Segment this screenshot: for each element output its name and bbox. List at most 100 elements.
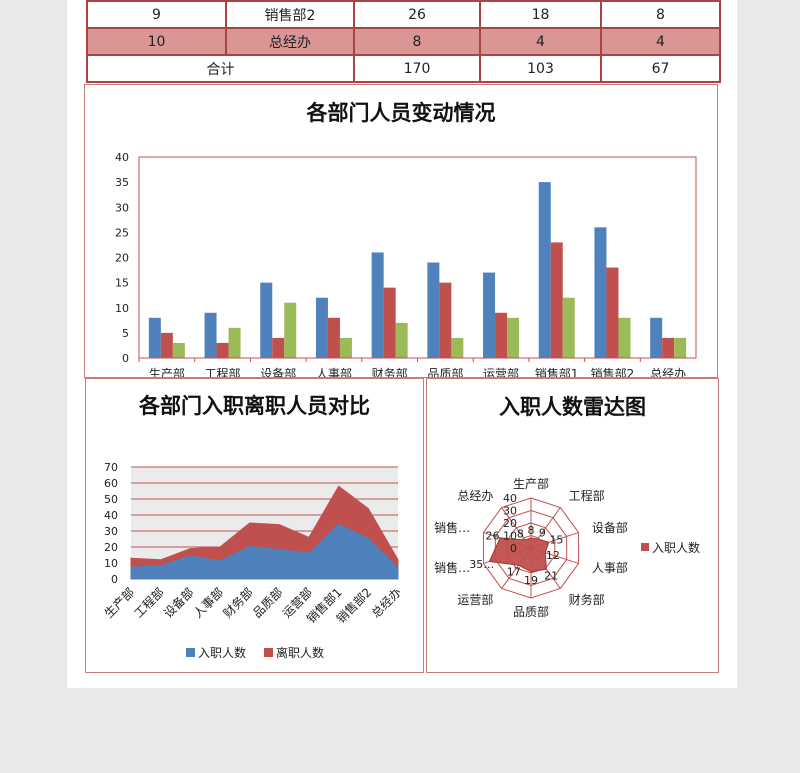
bar-chart[interactable]: 各部门人员变动情况 0 5 10 15 20 25 30 35 40 生产部 工程部 设备部 人事部 财务… xyxy=(84,84,718,378)
legend-label: 入职人数 xyxy=(198,645,246,660)
x-tick-label: 人事部 xyxy=(190,585,226,621)
data-label: 9 xyxy=(539,526,546,539)
data-label: 8 xyxy=(528,524,535,537)
x-tick-label: 品质部 xyxy=(427,366,463,377)
x-tick-label: 设备部 xyxy=(160,585,196,621)
table-row: 10 总经办 8 4 4 xyxy=(86,27,721,56)
x-tick-label: 设备部 xyxy=(260,366,296,377)
y-tick-label: 0 xyxy=(122,352,129,365)
data-label: 12 xyxy=(546,549,560,562)
category-label: 生产部 xyxy=(513,476,549,491)
area-chart-title: 各部门入职离职人员对比 xyxy=(139,394,370,418)
bar xyxy=(427,262,440,358)
bar xyxy=(160,332,173,358)
x-tick-label: 总经办 xyxy=(368,585,404,621)
total-label[interactable]: 合计 xyxy=(86,54,355,83)
bar xyxy=(538,182,551,358)
bar xyxy=(439,282,452,358)
bar xyxy=(272,337,285,358)
category-label: 销售… xyxy=(434,520,470,535)
bar xyxy=(395,322,408,358)
table-cell[interactable]: 8 xyxy=(600,0,721,29)
bar xyxy=(507,317,520,358)
legend-swatch xyxy=(641,543,649,551)
y-tick-label: 35 xyxy=(115,176,129,189)
radar-chart[interactable]: 入职人数雷达图 0 10 20 30 40 8 9 15 12 21 19 17 35… 26 8 生产部 工程… xyxy=(426,378,719,673)
bar xyxy=(451,337,464,358)
y-tick-label: 25 xyxy=(115,226,129,239)
bar xyxy=(148,317,161,358)
y-tick-label: 30 xyxy=(104,525,118,538)
radial-tick-label: 20 xyxy=(503,517,517,530)
x-tick-label: 人事部 xyxy=(316,366,352,377)
table-cell[interactable]: 销售部2 xyxy=(225,0,355,29)
bar xyxy=(383,287,396,358)
bar xyxy=(674,337,687,358)
radial-tick-label: 40 xyxy=(503,492,517,505)
table-cell[interactable]: 4 xyxy=(600,27,721,56)
x-tick-label: 财务部 xyxy=(372,366,408,377)
table-row: 9 销售部2 26 18 8 xyxy=(86,0,721,29)
table-cell[interactable]: 103 xyxy=(479,54,602,83)
category-label: 工程部 xyxy=(569,488,605,503)
bar xyxy=(495,312,508,358)
legend-swatch xyxy=(264,648,273,657)
bar xyxy=(483,272,496,358)
table-cell[interactable]: 10 xyxy=(86,27,227,56)
y-tick-label: 15 xyxy=(115,277,129,290)
bar xyxy=(327,317,340,358)
bar xyxy=(662,337,675,358)
total-row: 合计 170 103 67 xyxy=(86,54,721,83)
x-tick-label: 工程部 xyxy=(205,366,241,377)
x-tick-label: 生产部 xyxy=(149,366,185,377)
table-cell[interactable]: 8 xyxy=(353,27,481,56)
table-cell[interactable]: 4 xyxy=(479,27,602,56)
x-tick-label: 销售部1 xyxy=(535,366,579,377)
bar xyxy=(284,302,297,358)
table-cell[interactable]: 总经办 xyxy=(225,27,355,56)
x-tick-label: 财务部 xyxy=(220,585,256,621)
table-cell[interactable]: 170 xyxy=(353,54,481,83)
area-chart[interactable]: 各部门入职离职人员对比 0 10 20 30 40 50 60 70 生产部 工程部 设备部 人事部财… xyxy=(85,378,424,673)
bar xyxy=(606,267,619,358)
data-label: 26 xyxy=(485,529,499,542)
y-tick-label: 30 xyxy=(115,201,129,214)
table-cell[interactable]: 9 xyxy=(86,0,227,29)
summary-table: 9 销售部2 26 18 8 10 总经办 8 4 4 合计 170 103 67 xyxy=(86,0,721,83)
radar-series xyxy=(488,537,550,573)
y-tick-label: 20 xyxy=(115,252,129,265)
bar xyxy=(562,297,575,358)
legend-swatch xyxy=(186,648,195,657)
radar-chart-title: 入职人数雷达图 xyxy=(499,395,646,419)
radial-tick-label: 10 xyxy=(503,530,517,543)
data-label: 35… xyxy=(469,558,494,571)
y-tick-label: 40 xyxy=(115,151,129,164)
category-label: 销售… xyxy=(434,560,470,575)
y-tick-label: 40 xyxy=(104,509,118,522)
x-tick-label: 品质部 xyxy=(249,585,285,621)
x-tick-label: 销售部2 xyxy=(591,366,635,377)
data-label: 17 xyxy=(507,566,521,579)
bar xyxy=(339,337,352,358)
bar xyxy=(260,282,273,358)
category-label: 总经办 xyxy=(457,488,493,503)
data-label: 19 xyxy=(524,574,538,587)
data-label: 15 xyxy=(549,534,563,547)
category-label: 品质部 xyxy=(513,604,549,619)
y-tick-label: 10 xyxy=(115,302,129,315)
table-cell[interactable]: 18 xyxy=(479,0,602,29)
y-tick-label: 60 xyxy=(104,477,118,490)
x-tick-label: 生产部 xyxy=(101,585,137,621)
bar xyxy=(618,317,631,358)
y-tick-label: 20 xyxy=(104,541,118,554)
y-tick-label: 70 xyxy=(104,461,118,474)
table-cell[interactable]: 67 xyxy=(600,54,721,83)
x-tick-label: 运营部 xyxy=(483,366,519,377)
x-tick-label: 总经办 xyxy=(650,366,686,377)
x-tick-label: 工程部 xyxy=(131,585,167,621)
category-label: 财务部 xyxy=(569,592,605,607)
radial-tick-label: 30 xyxy=(503,505,517,518)
bar xyxy=(315,297,328,358)
category-label: 人事部 xyxy=(592,560,628,575)
table-cell[interactable]: 26 xyxy=(353,0,481,29)
